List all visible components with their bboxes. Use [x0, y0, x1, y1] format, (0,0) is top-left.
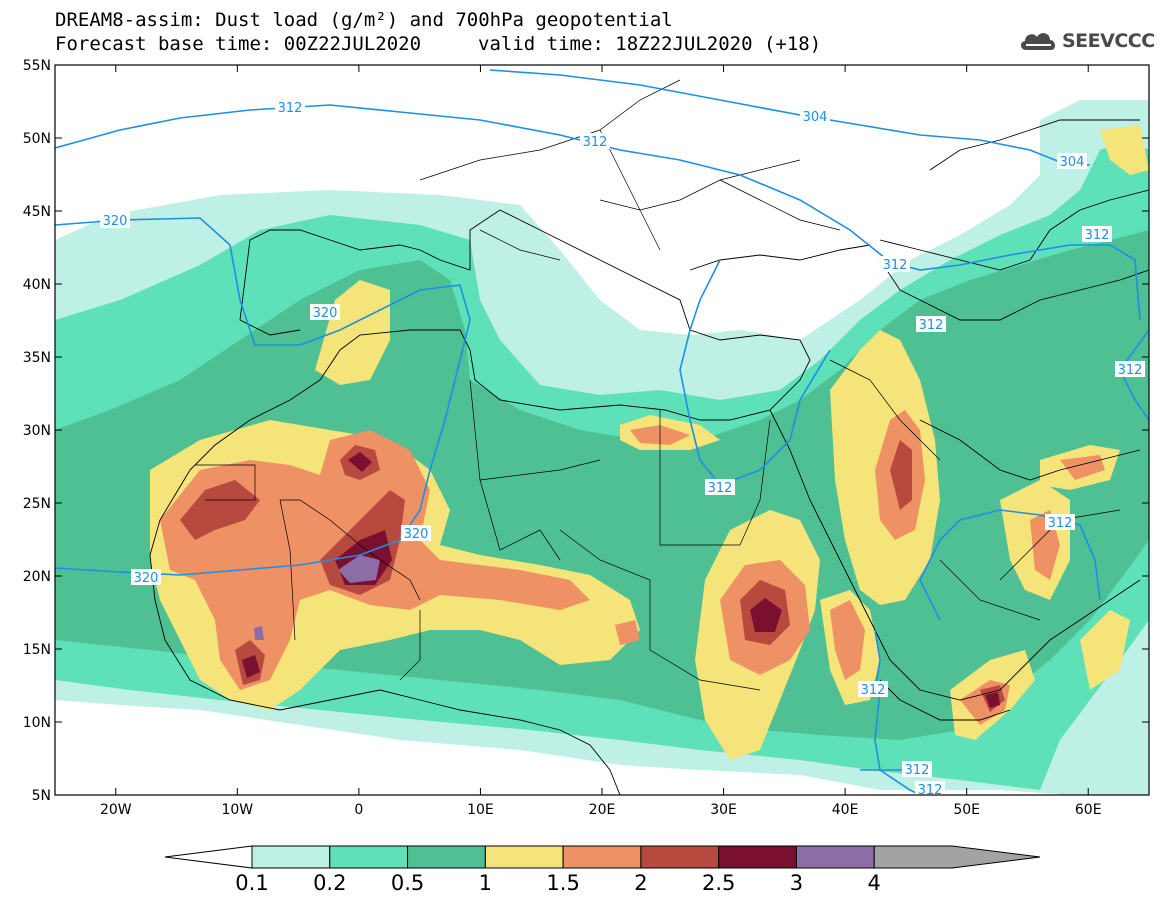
contour-label-bg — [858, 681, 888, 697]
contour-labels: 312 312 304 304 320 320 320 320 312 312 312 312 312 3… — [100, 99, 1145, 798]
colorbar-swatch — [718, 845, 797, 869]
lon-tick-label: 20E — [589, 802, 616, 818]
colorbar-label: 0.5 — [391, 871, 424, 895]
contour-label-bg — [880, 256, 910, 272]
lat-tick-label: 25N — [23, 496, 51, 512]
lon-tick-label: 10E — [467, 802, 494, 818]
contour-label-bg — [100, 212, 130, 228]
coastlines — [149, 119, 1149, 795]
colorbar-label: 1 — [479, 871, 492, 895]
title-line-2-left: Forecast base time: 00Z22JUL2020 — [55, 33, 422, 55]
lon-tick-label: 0 — [354, 802, 363, 818]
contour-label-bg — [705, 479, 735, 495]
contour-label-bg — [580, 133, 610, 149]
contour-label-bg — [401, 525, 431, 541]
dust-field — [55, 65, 1149, 795]
cloud-icon — [1020, 33, 1056, 50]
colorbar: 0.1 0.2 0.5 1 1.5 2 2.5 3 4 — [164, 845, 1041, 895]
contour-label-bg — [131, 569, 161, 585]
colorbar-label: 2.5 — [702, 871, 735, 895]
contour-label-bg — [902, 761, 932, 777]
seevccc-logo: SEEVCCC — [1018, 28, 1155, 54]
contour-label: 312 — [708, 481, 733, 496]
colorbar-swatch — [795, 845, 875, 869]
lat-ticks: 55N 50N 45N 40N 35N 30N 25N 20N 15N 10N 5N — [23, 58, 1149, 804]
contour-label: 320 — [313, 306, 338, 321]
contour-label: 312 — [278, 101, 303, 116]
contour-label: 312 — [905, 763, 930, 778]
lon-tick-label: 40E — [832, 802, 859, 818]
contour-label-bg — [1115, 361, 1145, 377]
colorbar-swatch — [329, 845, 409, 869]
lat-tick-label: 20N — [23, 569, 51, 585]
contour-label-bg — [800, 108, 830, 124]
lon-tick-label: 30E — [710, 802, 737, 818]
lat-tick-label: 30N — [23, 423, 51, 439]
contour-label: 312 — [1048, 516, 1073, 531]
contour-label: 304 — [803, 110, 828, 125]
lat-tick-label: 10N — [23, 715, 51, 731]
contour-label: 312 — [583, 135, 608, 150]
lat-tick-label: 50N — [23, 131, 51, 147]
contour-label-bg — [915, 781, 945, 797]
contour-label-bg — [916, 316, 946, 332]
lon-tick-label: 20W — [100, 802, 132, 818]
colorbar-label: 0.1 — [235, 871, 268, 895]
lat-tick-label: 55N — [23, 58, 51, 74]
colorbar-swatch — [251, 845, 331, 869]
lat-tick-label: 35N — [23, 350, 51, 366]
lon-tick-label: 60E — [1075, 802, 1102, 818]
contour-label: 312 — [883, 258, 908, 273]
country-borders — [195, 79, 1121, 691]
colorbar-low-extend — [164, 845, 253, 869]
contour-label-bg — [1082, 226, 1112, 242]
lon-tick-label: 10W — [221, 802, 253, 818]
colorbar-label: 3 — [790, 871, 803, 895]
contour-label: 320 — [103, 214, 128, 229]
contour-label-bg — [275, 99, 305, 115]
colorbar-label: 1.5 — [546, 871, 579, 895]
colorbar-swatch — [562, 845, 642, 869]
lon-ticks: 20W 10W 0 10E 20E 30E 40E 50E 60E — [100, 65, 1102, 818]
contour-label: 312 — [1085, 228, 1110, 243]
contour-label-bg — [1057, 153, 1087, 169]
title-line-1: DREAM8-assim: Dust load (g/m²) and 700hP… — [55, 9, 673, 31]
contour-label: 320 — [134, 571, 159, 586]
colorbar-label: 4 — [868, 871, 881, 895]
lat-tick-label: 45N — [23, 204, 51, 220]
lat-tick-label: 40N — [23, 277, 51, 293]
colorbar-high-extend — [873, 845, 1041, 869]
lat-tick-label: 15N — [23, 642, 51, 658]
colorbar-swatch — [640, 845, 720, 869]
contour-label: 312 — [861, 683, 886, 698]
colorbar-label: 2 — [634, 871, 647, 895]
logo-text: SEEVCCC — [1062, 30, 1155, 52]
contour-label: 320 — [404, 527, 429, 542]
title-line-2-right: valid time: 18Z22JUL2020 (+18) — [478, 33, 822, 55]
lat-tick-label: 5N — [32, 788, 51, 804]
contour-label: 312 — [1118, 363, 1143, 378]
lon-tick-label: 50E — [953, 802, 980, 818]
colorbar-label: 0.2 — [313, 871, 346, 895]
contour-label: 312 — [919, 318, 944, 333]
colorbar-swatch — [484, 845, 564, 869]
contour-label-bg — [1045, 514, 1075, 530]
contour-label: 312 — [918, 783, 943, 798]
colorbar-swatch — [407, 845, 486, 869]
contour-label-bg — [310, 304, 340, 320]
contour-label: 304 — [1060, 155, 1085, 170]
